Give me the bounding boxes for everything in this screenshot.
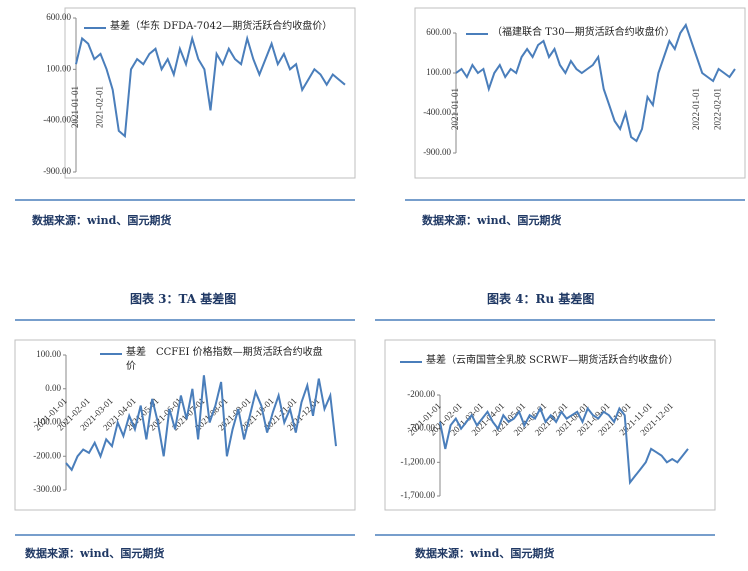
caption: 图表 4：Ru 基差图 — [487, 292, 595, 306]
legend-entry: 基差（华东 DFDA-7042—期货活跃合约收盘价） — [84, 20, 370, 34]
source: 数据来源：wind、国元期货 — [25, 547, 165, 560]
y-tick-label: 0.00 — [45, 383, 61, 393]
y-tick-label: 600.00 — [426, 27, 451, 37]
chart-frame — [64, 7, 356, 179]
y-tick-label: -100.00 — [33, 417, 61, 427]
y-tick-label: -400.00 — [43, 115, 71, 125]
y-tick-label: -900.00 — [43, 166, 71, 176]
y-tick-label: -1,700.00 — [401, 490, 436, 500]
x-tick-label: 2022-01-01 — [691, 88, 701, 130]
y-tick-label: -200.00 — [407, 389, 435, 399]
legend-entry: 基差（云南国营全乳胶 SCRWF—期货活跃合约收盘价） — [400, 354, 726, 368]
x-tick-label: 2021-02-01 — [95, 86, 105, 128]
x-tick-label: 2021-01-01 — [70, 86, 80, 128]
source: 数据来源：wind、国元期货 — [415, 547, 555, 560]
series-line — [439, 406, 689, 486]
caption: 图表 3：TA 基差图 — [130, 292, 237, 306]
source: 数据来源：wind、国元期货 — [422, 214, 562, 227]
y-tick-label: 100.00 — [426, 67, 451, 77]
y-tick-label: -200.00 — [33, 450, 61, 460]
y-tick-label: 100.00 — [36, 349, 61, 359]
series-line — [65, 375, 337, 472]
y-tick-label: -400.00 — [423, 107, 451, 117]
series-line — [75, 34, 346, 139]
chart-frame — [414, 7, 746, 179]
y-tick-label: -1,200.00 — [401, 456, 436, 466]
chart-frame — [384, 339, 716, 511]
y-tick-label: 600.00 — [46, 12, 71, 22]
legend-entry: 基差 CCFEI 价格指数—期货活跃合约收盘价 — [100, 346, 326, 374]
legend-entry: （福建联合 T30—期货活跃合约收盘价） — [466, 26, 748, 40]
chart-frame — [14, 339, 356, 511]
y-tick-label: -300.00 — [33, 484, 61, 494]
x-tick-label: 2021-01-01 — [450, 88, 460, 130]
series-line — [455, 22, 736, 143]
y-tick-label: 100.00 — [46, 63, 71, 73]
y-tick-label: -900.00 — [423, 147, 451, 157]
y-tick-label: -700.00 — [407, 423, 435, 433]
x-tick-label: 2022-02-01 — [713, 88, 723, 130]
source: 数据来源：wind、国元期货 — [32, 214, 172, 227]
